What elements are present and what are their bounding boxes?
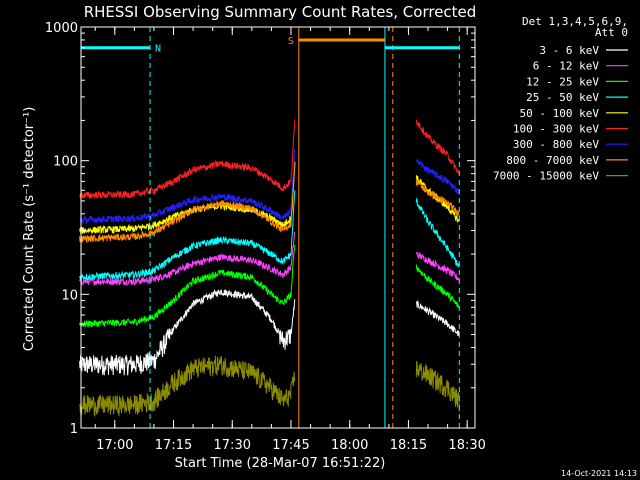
y-axis-label: Corrected Count Rate (s⁻¹ detector⁻¹) — [22, 107, 37, 352]
legend-header-0: Det 1,3,4,5,6,9, — [522, 15, 628, 28]
x-tick-label-0: 17:00 — [96, 438, 133, 453]
x-tick-label-3: 17:45 — [272, 438, 309, 453]
y-tick-label-1: 10 — [61, 288, 78, 303]
x-tick-label-2: 17:30 — [214, 438, 251, 453]
y-tick-label-3: 1000 — [45, 21, 78, 36]
y-tick-label-2: 100 — [53, 155, 78, 170]
legend-label-0: 3 - 6 keV — [539, 44, 599, 57]
series-line-6-b — [416, 158, 460, 196]
legend-label-2: 12 - 25 keV — [526, 75, 599, 88]
legend-label-5: 100 - 300 keV — [513, 123, 599, 136]
annotation-label-2: S — [288, 36, 294, 47]
legend: Det 1,3,4,5,6,9,Att 0 3 - 6 keV 6 - 12 keV… — [493, 15, 628, 183]
x-tick-label-1: 17:15 — [155, 438, 192, 453]
legend-label-1: 6 - 12 keV — [533, 60, 600, 73]
series-line-0-a — [79, 288, 296, 376]
axes: 1 10 100 1000 17:00 17:15 17:30 17:45 18:00 18:15… — [45, 21, 486, 453]
legend-label-7: 800 - 7000 keV — [506, 154, 599, 167]
y-tick-label-0: 1 — [70, 422, 78, 437]
legend-label-4: 50 - 100 keV — [520, 107, 600, 120]
series-line-3-b — [415, 197, 460, 268]
series-line-8-b — [415, 360, 460, 412]
series-line-2-a — [79, 244, 296, 329]
chart-title: RHESSI Observing Summary Count Rates, Co… — [84, 3, 477, 21]
footer-date: 14-Oct-2021 14:13 — [561, 469, 637, 478]
plot-area: NS — [79, 27, 460, 428]
x-axis-label: Start Time (28-Mar-07 16:51:22) — [175, 456, 386, 471]
series-line-7-b — [415, 178, 460, 217]
legend-label-6: 300 - 800 keV — [513, 138, 599, 151]
legend-label-3: 25 - 50 keV — [526, 91, 599, 104]
series-line-1-b — [415, 251, 460, 282]
series-line-6-a — [79, 148, 296, 225]
series-line-5-b — [415, 119, 460, 175]
x-tick-label-6: 18:30 — [448, 438, 485, 453]
plot-frame — [80, 26, 476, 429]
x-tick-label-4: 18:00 — [331, 438, 368, 453]
series-line-2-b — [415, 264, 460, 309]
series-line-0-b — [415, 300, 460, 336]
annotation-label-0: N — [155, 44, 161, 55]
legend-header-1: Att 0 — [595, 26, 628, 39]
series-line-7-a — [79, 164, 296, 243]
series-line-1-a — [79, 231, 296, 286]
series-line-8-a — [79, 355, 296, 418]
series-line-3-a — [79, 190, 296, 281]
legend-label-8: 7000 - 15000 keV — [493, 170, 599, 183]
x-tick-label-5: 18:15 — [390, 438, 427, 453]
series-line-5-a — [79, 119, 296, 200]
